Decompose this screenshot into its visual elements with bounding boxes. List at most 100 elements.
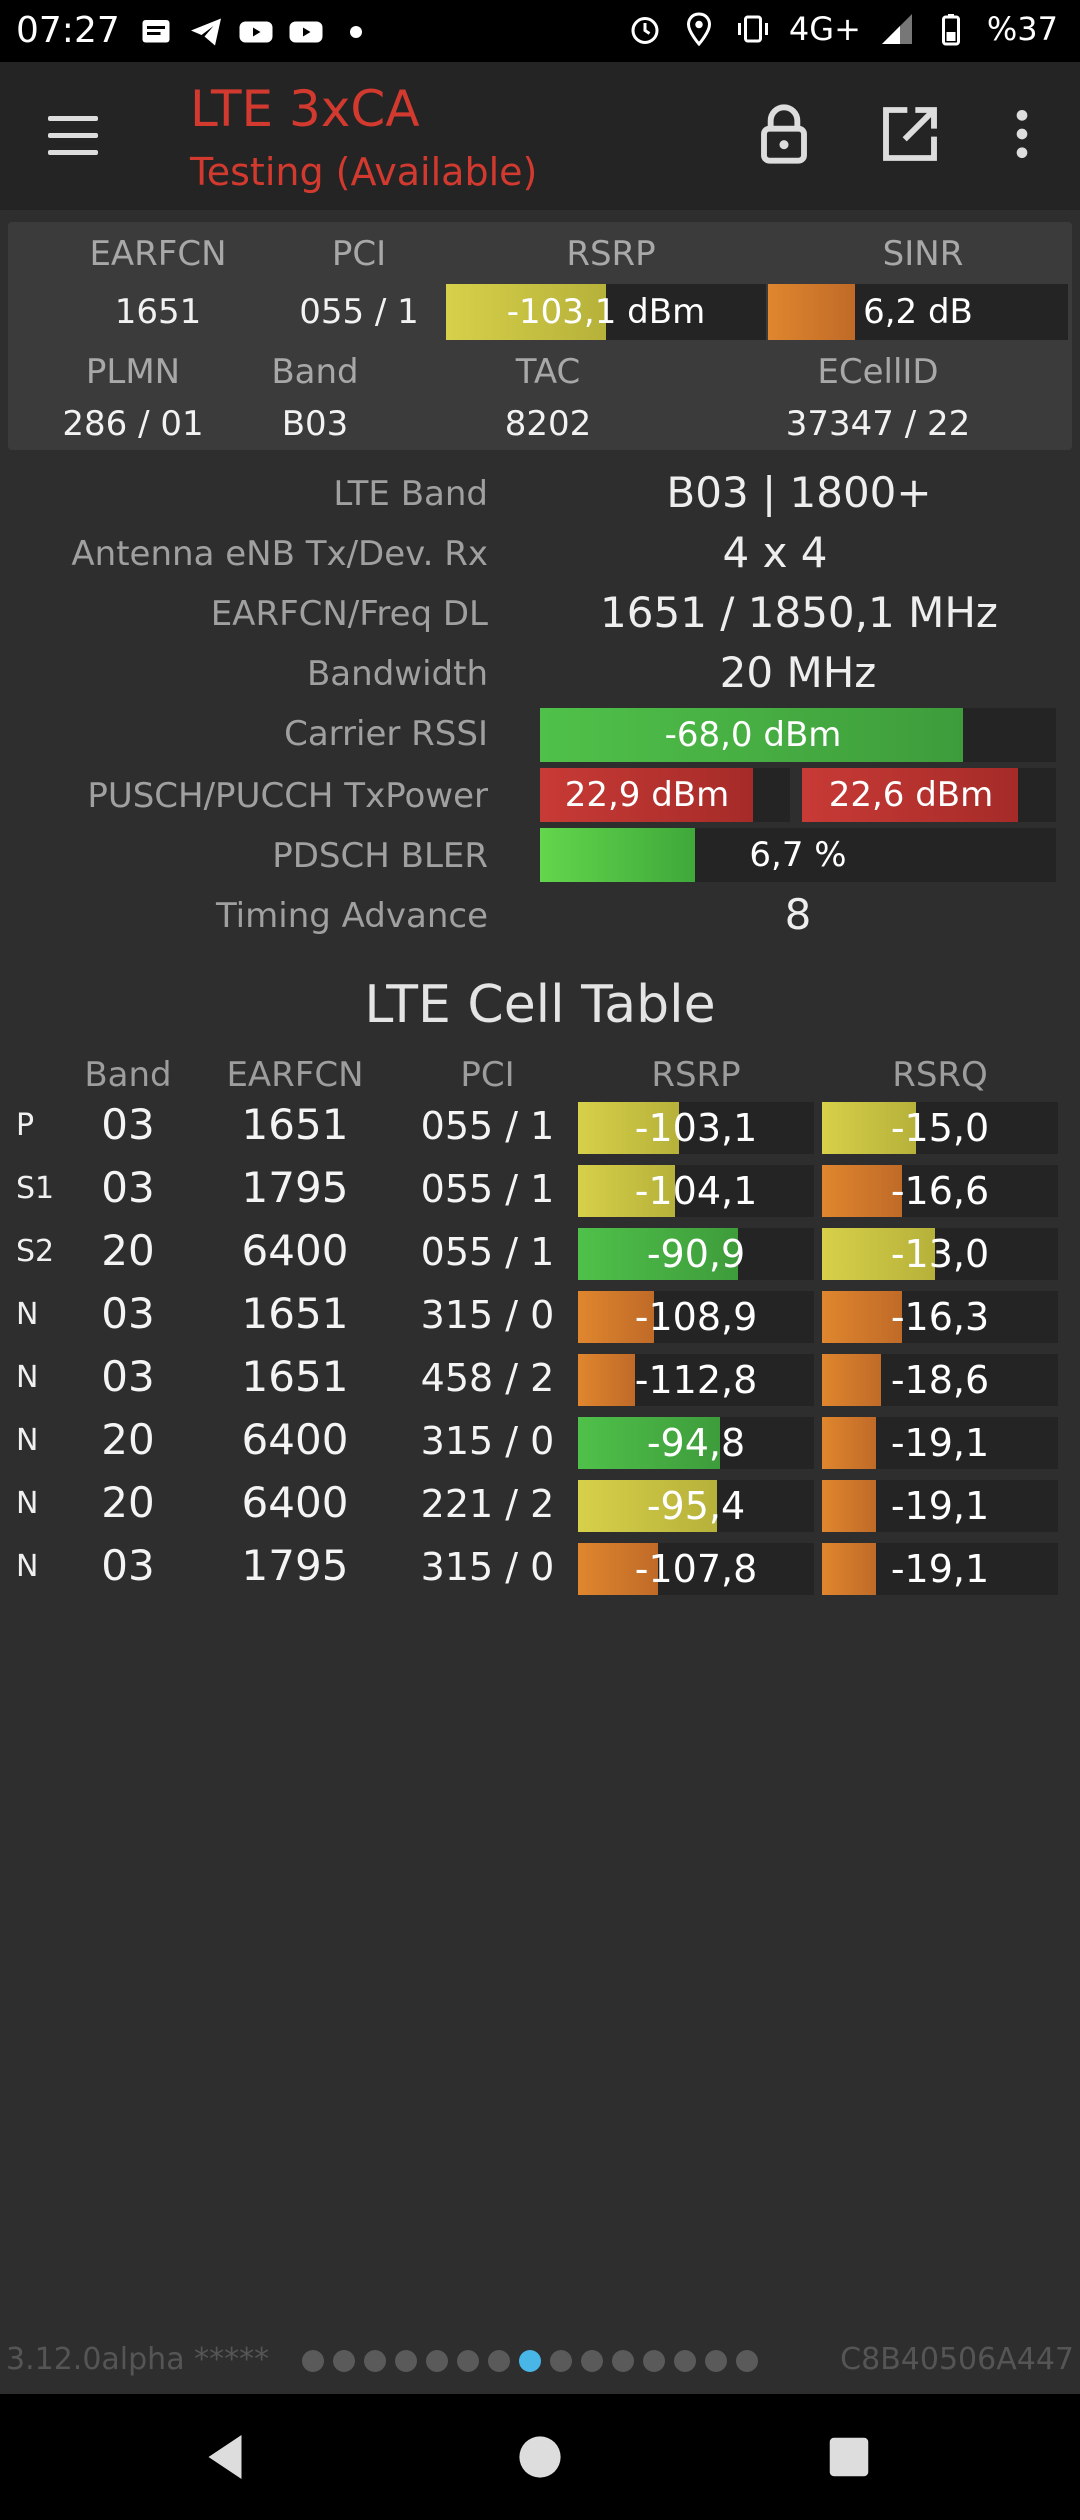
page-dot[interactable] xyxy=(736,2350,758,2372)
cell-band: 03 xyxy=(101,1100,155,1149)
page-dot[interactable] xyxy=(550,2350,572,2372)
cell-rsrp-meter: -104,1 xyxy=(578,1165,814,1217)
value-bandwidth: 20 MHz xyxy=(719,648,877,697)
cell-rsrp-value: -95,4 xyxy=(646,1484,746,1528)
cell-rsrq-fill xyxy=(822,1228,936,1280)
label-band: Band xyxy=(271,352,359,392)
cell-earfcn: 6400 xyxy=(241,1415,349,1464)
app-version: 3.12.0alpha ***** xyxy=(6,2342,270,2377)
header-earfcn: EARFCN xyxy=(226,1055,364,1095)
carrier-rssi-fill xyxy=(540,708,964,762)
pusch-value: 22,9 dBm xyxy=(564,775,730,815)
sinr-value: 6,2 dB xyxy=(863,292,973,332)
cell-rsrp-fill xyxy=(578,1480,718,1532)
battery-icon xyxy=(941,14,960,46)
cell-rsrp-meter: -107,8 xyxy=(578,1543,814,1595)
location-icon xyxy=(686,12,711,47)
header-rsrp: RSRP xyxy=(651,1055,741,1095)
page-dot[interactable] xyxy=(457,2350,479,2372)
battery-level: %37 xyxy=(986,10,1058,48)
cell-rsrp-meter: -103,1 xyxy=(578,1102,814,1154)
cell-pci: 055 / 1 xyxy=(420,1167,555,1211)
cell-type: S1 xyxy=(16,1171,55,1206)
cell-rsrq-fill xyxy=(822,1480,877,1532)
page-dot[interactable] xyxy=(333,2350,355,2372)
cell-rsrp-meter: -108,9 xyxy=(578,1291,814,1343)
cell-rsrq-meter: -19,1 xyxy=(822,1543,1058,1595)
pusch-fill xyxy=(540,768,753,822)
cell-pci: 315 / 0 xyxy=(420,1545,555,1589)
table-row: N 20 6400 315 / 0 -94,8 -19,1 xyxy=(0,1411,1080,1474)
rsrp-value: -103,1 dBm xyxy=(506,292,706,332)
cell-table-title: LTE Cell Table xyxy=(364,975,716,1035)
page-dot[interactable] xyxy=(364,2350,386,2372)
youtube-icon xyxy=(239,21,273,43)
cell-rsrq-value: -15,0 xyxy=(890,1106,990,1150)
page-dot[interactable] xyxy=(519,2350,541,2372)
device-id: C8B40506A447 xyxy=(840,2342,1074,2377)
value-band: B03 xyxy=(281,404,349,444)
table-row: N 03 1651 458 / 2 -112,8 -18,6 xyxy=(0,1348,1080,1411)
label-earfcn-freq: EARFCN/Freq DL xyxy=(210,594,488,634)
label-earfcn: EARFCN xyxy=(89,234,227,274)
page-dot[interactable] xyxy=(302,2350,324,2372)
cell-rsrq-fill xyxy=(822,1417,877,1469)
cell-rsrq-meter: -19,1 xyxy=(822,1417,1058,1469)
label-bler: PDSCH BLER xyxy=(272,836,488,876)
rsrp-fill xyxy=(446,284,606,340)
cell-rsrq-value: -19,1 xyxy=(890,1421,990,1465)
page-dot[interactable] xyxy=(643,2350,665,2372)
value-earfcn: 1651 xyxy=(114,292,202,332)
lock-icon[interactable] xyxy=(752,102,816,166)
page-dot[interactable] xyxy=(612,2350,634,2372)
cell-rsrp-value: -90,9 xyxy=(646,1232,746,1276)
cell-rsrq-value: -18,6 xyxy=(890,1358,990,1402)
label-antenna: Antenna eNB Tx/Dev. Rx xyxy=(71,534,488,574)
sinr-meter: 6,2 dB xyxy=(768,284,1068,340)
notification-icons xyxy=(138,14,374,50)
cell-rsrp-meter: -94,8 xyxy=(578,1417,814,1469)
cell-rsrq-fill xyxy=(822,1354,881,1406)
page-dot[interactable] xyxy=(581,2350,603,2372)
page-dot[interactable] xyxy=(674,2350,696,2372)
telegram-icon xyxy=(191,18,221,46)
page-dot[interactable] xyxy=(705,2350,727,2372)
table-row: N 20 6400 221 / 2 -95,4 -19,1 xyxy=(0,1474,1080,1537)
back-icon[interactable] xyxy=(192,2424,258,2490)
cell-rsrq-fill xyxy=(822,1102,917,1154)
label-rsrp: RSRP xyxy=(566,234,656,274)
cell-rsrq-value: -19,1 xyxy=(890,1484,990,1528)
cell-rsrq-meter: -15,0 xyxy=(822,1102,1058,1154)
value-tac: 8202 xyxy=(504,404,592,444)
youtube-icon xyxy=(289,21,323,43)
cell-rsrq-fill xyxy=(822,1291,903,1343)
cell-rsrq-value: -13,0 xyxy=(890,1232,990,1276)
cell-rsrp-fill xyxy=(578,1165,675,1217)
more-vert-icon[interactable] xyxy=(990,102,1054,166)
label-carrier-rssi: Carrier RSSI xyxy=(284,714,488,754)
page-dot[interactable] xyxy=(426,2350,448,2372)
cell-rsrq-value: -19,1 xyxy=(890,1547,990,1591)
open-external-icon[interactable] xyxy=(878,102,942,166)
page-dot[interactable] xyxy=(395,2350,417,2372)
value-ecellid: 37347 / 22 xyxy=(785,404,971,444)
menu-icon[interactable] xyxy=(48,116,98,156)
cell-rsrp-value: -108,9 xyxy=(634,1295,758,1339)
cell-band: 03 xyxy=(101,1289,155,1338)
sinr-fill xyxy=(768,284,855,340)
cell-earfcn: 1651 xyxy=(241,1289,349,1338)
table-row: S1 03 1795 055 / 1 -104,1 -16,6 xyxy=(0,1159,1080,1222)
cell-rsrp-fill xyxy=(578,1102,680,1154)
table-row: N 03 1795 315 / 0 -107,8 -19,1 xyxy=(0,1537,1080,1600)
rsrp-meter: -103,1 dBm xyxy=(446,284,766,340)
home-icon[interactable] xyxy=(507,2424,573,2490)
recents-icon[interactable] xyxy=(816,2424,882,2490)
cell-type: N xyxy=(16,1486,39,1521)
page-indicator[interactable] xyxy=(302,2350,758,2372)
cell-pci: 315 / 0 xyxy=(420,1419,555,1463)
cell-band: 20 xyxy=(101,1478,155,1527)
page-dot[interactable] xyxy=(488,2350,510,2372)
cell-band: 03 xyxy=(101,1541,155,1590)
app-title: LTE 3xCA xyxy=(190,80,420,138)
cell-rsrp-value: -94,8 xyxy=(646,1421,746,1465)
